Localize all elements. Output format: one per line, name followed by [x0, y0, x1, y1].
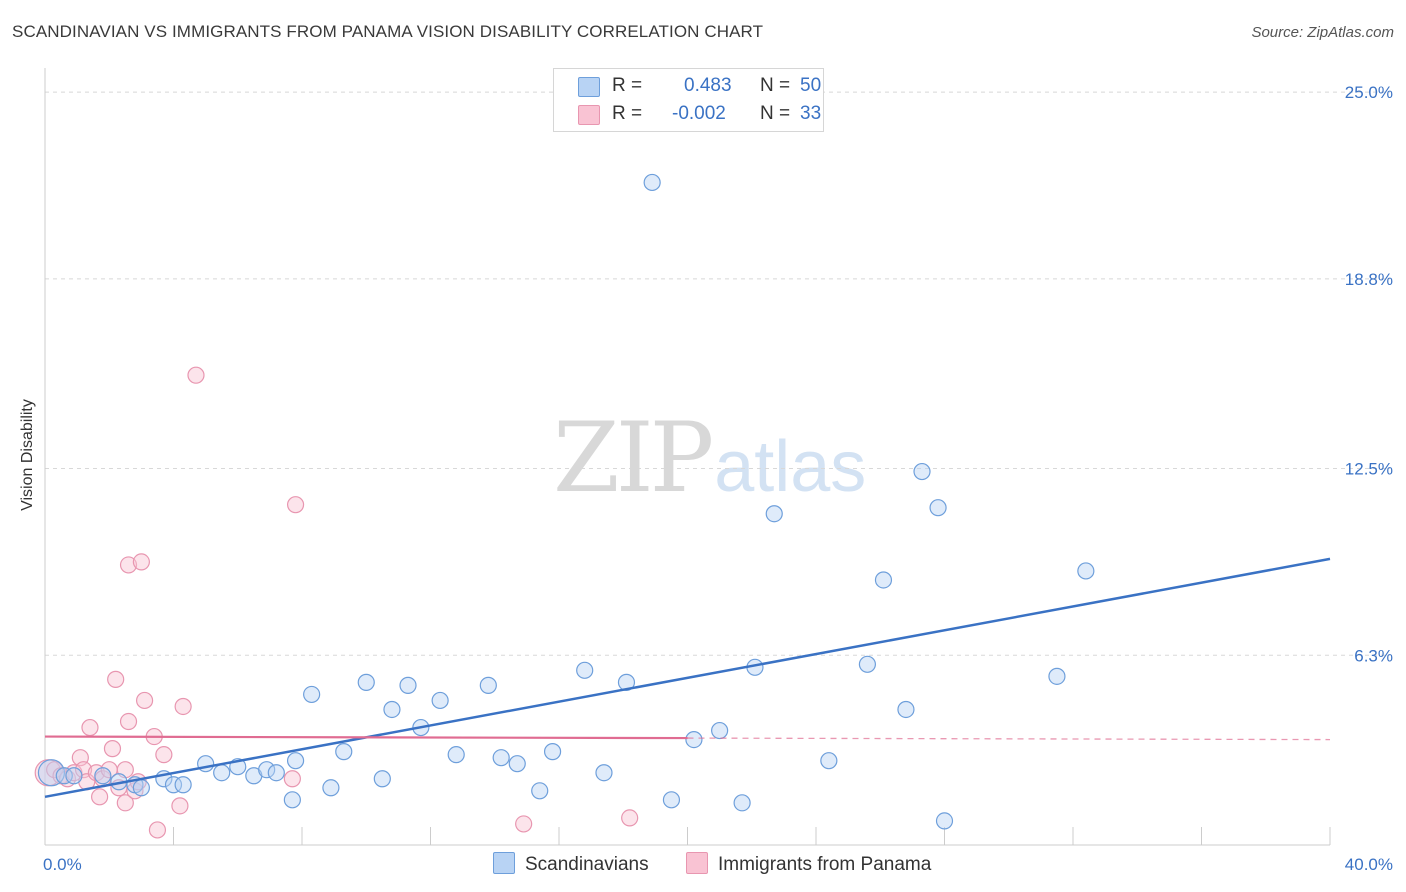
panama-point: [515, 815, 533, 833]
panama-point: [286, 496, 305, 514]
legend-r-value: -0.002: [672, 103, 726, 124]
panama-point: [119, 712, 138, 731]
scandinavian-point: [303, 685, 321, 704]
scandinavian-point: [267, 764, 285, 782]
legend-r-label: R =: [612, 75, 643, 96]
scandinavian-point: [479, 676, 497, 694]
legend-n-value: 50: [800, 75, 822, 96]
panama-point: [283, 770, 301, 788]
scandinavian-point: [55, 767, 73, 785]
scandinavian-point: [258, 761, 276, 779]
bottom-legend-panama: Immigrants from Panama: [686, 852, 931, 876]
scandinavian-point: [765, 505, 783, 523]
scandinavian-trendline: [44, 557, 1331, 799]
scandinavian-point: [874, 571, 893, 589]
legend-n-label: N =: [760, 75, 791, 96]
panama-point: [46, 761, 64, 779]
scandinavian-point: [399, 676, 417, 694]
legend-swatch-pink: [578, 105, 600, 125]
scandinavian-point: [508, 755, 526, 773]
x-tick-label: 0.0%: [43, 855, 82, 874]
legend-n-value: 33: [800, 103, 822, 124]
scandinavian-point: [65, 767, 83, 785]
panama-point: [174, 697, 192, 716]
scandinavian-point: [820, 752, 838, 770]
scandinavian-point: [858, 655, 877, 673]
panama-point: [148, 821, 167, 839]
scandinavian-point: [431, 691, 449, 710]
scandinavian-point: [174, 776, 192, 794]
y-tick-label: 12.5%: [1345, 460, 1393, 479]
source-credit: Source: ZipAtlas.com: [1251, 24, 1394, 41]
panama-point: [621, 809, 639, 827]
panama-point: [103, 740, 122, 758]
scandinavian-point: [447, 746, 465, 764]
bottom-legend-swatch-pink: [686, 852, 708, 874]
panama-trendline: [44, 735, 688, 740]
scandinavian-point: [595, 764, 613, 782]
x-tick-label: 40.0%: [1345, 855, 1393, 874]
bottom-legend-label: Scandinavians: [525, 854, 649, 875]
scandinavian-point: [132, 779, 150, 797]
bottom-legend-swatch-blue: [493, 852, 515, 874]
panama-point: [116, 794, 134, 812]
scandinavian-point: [1077, 562, 1095, 580]
scandinavian-point: [322, 779, 340, 797]
scandinavian-point: [357, 673, 375, 691]
correlation-legend: R = 0.483 N = 50 R = -0.002 N = 33: [553, 68, 824, 132]
panama-point: [171, 797, 189, 815]
scandinavian-point: [94, 767, 112, 785]
scandinavian-point: [643, 173, 661, 192]
scandinavian-point: [897, 700, 915, 719]
panama-point: [155, 746, 173, 764]
chart-title: SCANDINAVIAN VS IMMIGRANTS FROM PANAMA V…: [12, 22, 764, 41]
scandinavian-point: [492, 749, 510, 767]
panama-point: [91, 788, 109, 806]
panama-point: [135, 691, 154, 710]
scandinavian-point: [383, 700, 401, 719]
scandinavian-point: [1048, 667, 1066, 685]
scandinavian-point: [662, 791, 681, 809]
y-tick-label: 18.8%: [1345, 270, 1393, 289]
panama-trendline-extension: [687, 737, 1331, 741]
scandinavian-point: [543, 743, 562, 761]
scandinavian-point: [531, 782, 549, 800]
y-tick-label: 25.0%: [1345, 83, 1393, 102]
scandinavian-point: [37, 759, 66, 787]
legend-r-value: 0.483: [684, 75, 732, 96]
scandinavian-point: [576, 661, 594, 679]
legend-r-label: R =: [612, 103, 643, 124]
scandinavian-point: [685, 730, 703, 749]
y-tick-label: 6.3%: [1354, 646, 1393, 665]
scandinavian-point: [283, 791, 301, 809]
panama-point: [81, 718, 99, 737]
scandinavian-point: [711, 721, 729, 740]
scandinavian-point: [929, 499, 947, 517]
panama-point: [119, 556, 138, 574]
scandinavian-point: [913, 462, 931, 481]
scandinavian-point: [373, 770, 391, 788]
legend-swatch-blue: [578, 77, 600, 97]
legend-n-label: N =: [760, 103, 791, 124]
scandinavian-point: [335, 743, 353, 761]
scandinavian-point: [935, 812, 954, 830]
panama-point: [132, 553, 150, 571]
bottom-legend-label: Immigrants from Panama: [718, 854, 932, 875]
scandinavian-point: [286, 752, 305, 770]
bottom-legend-scandinavians: Scandinavians: [493, 852, 649, 876]
scandinavian-point: [733, 794, 751, 812]
scandinavian-point: [213, 764, 231, 782]
panama-point: [187, 366, 205, 384]
scandinavian-point: [164, 776, 183, 794]
panama-point: [107, 670, 125, 688]
